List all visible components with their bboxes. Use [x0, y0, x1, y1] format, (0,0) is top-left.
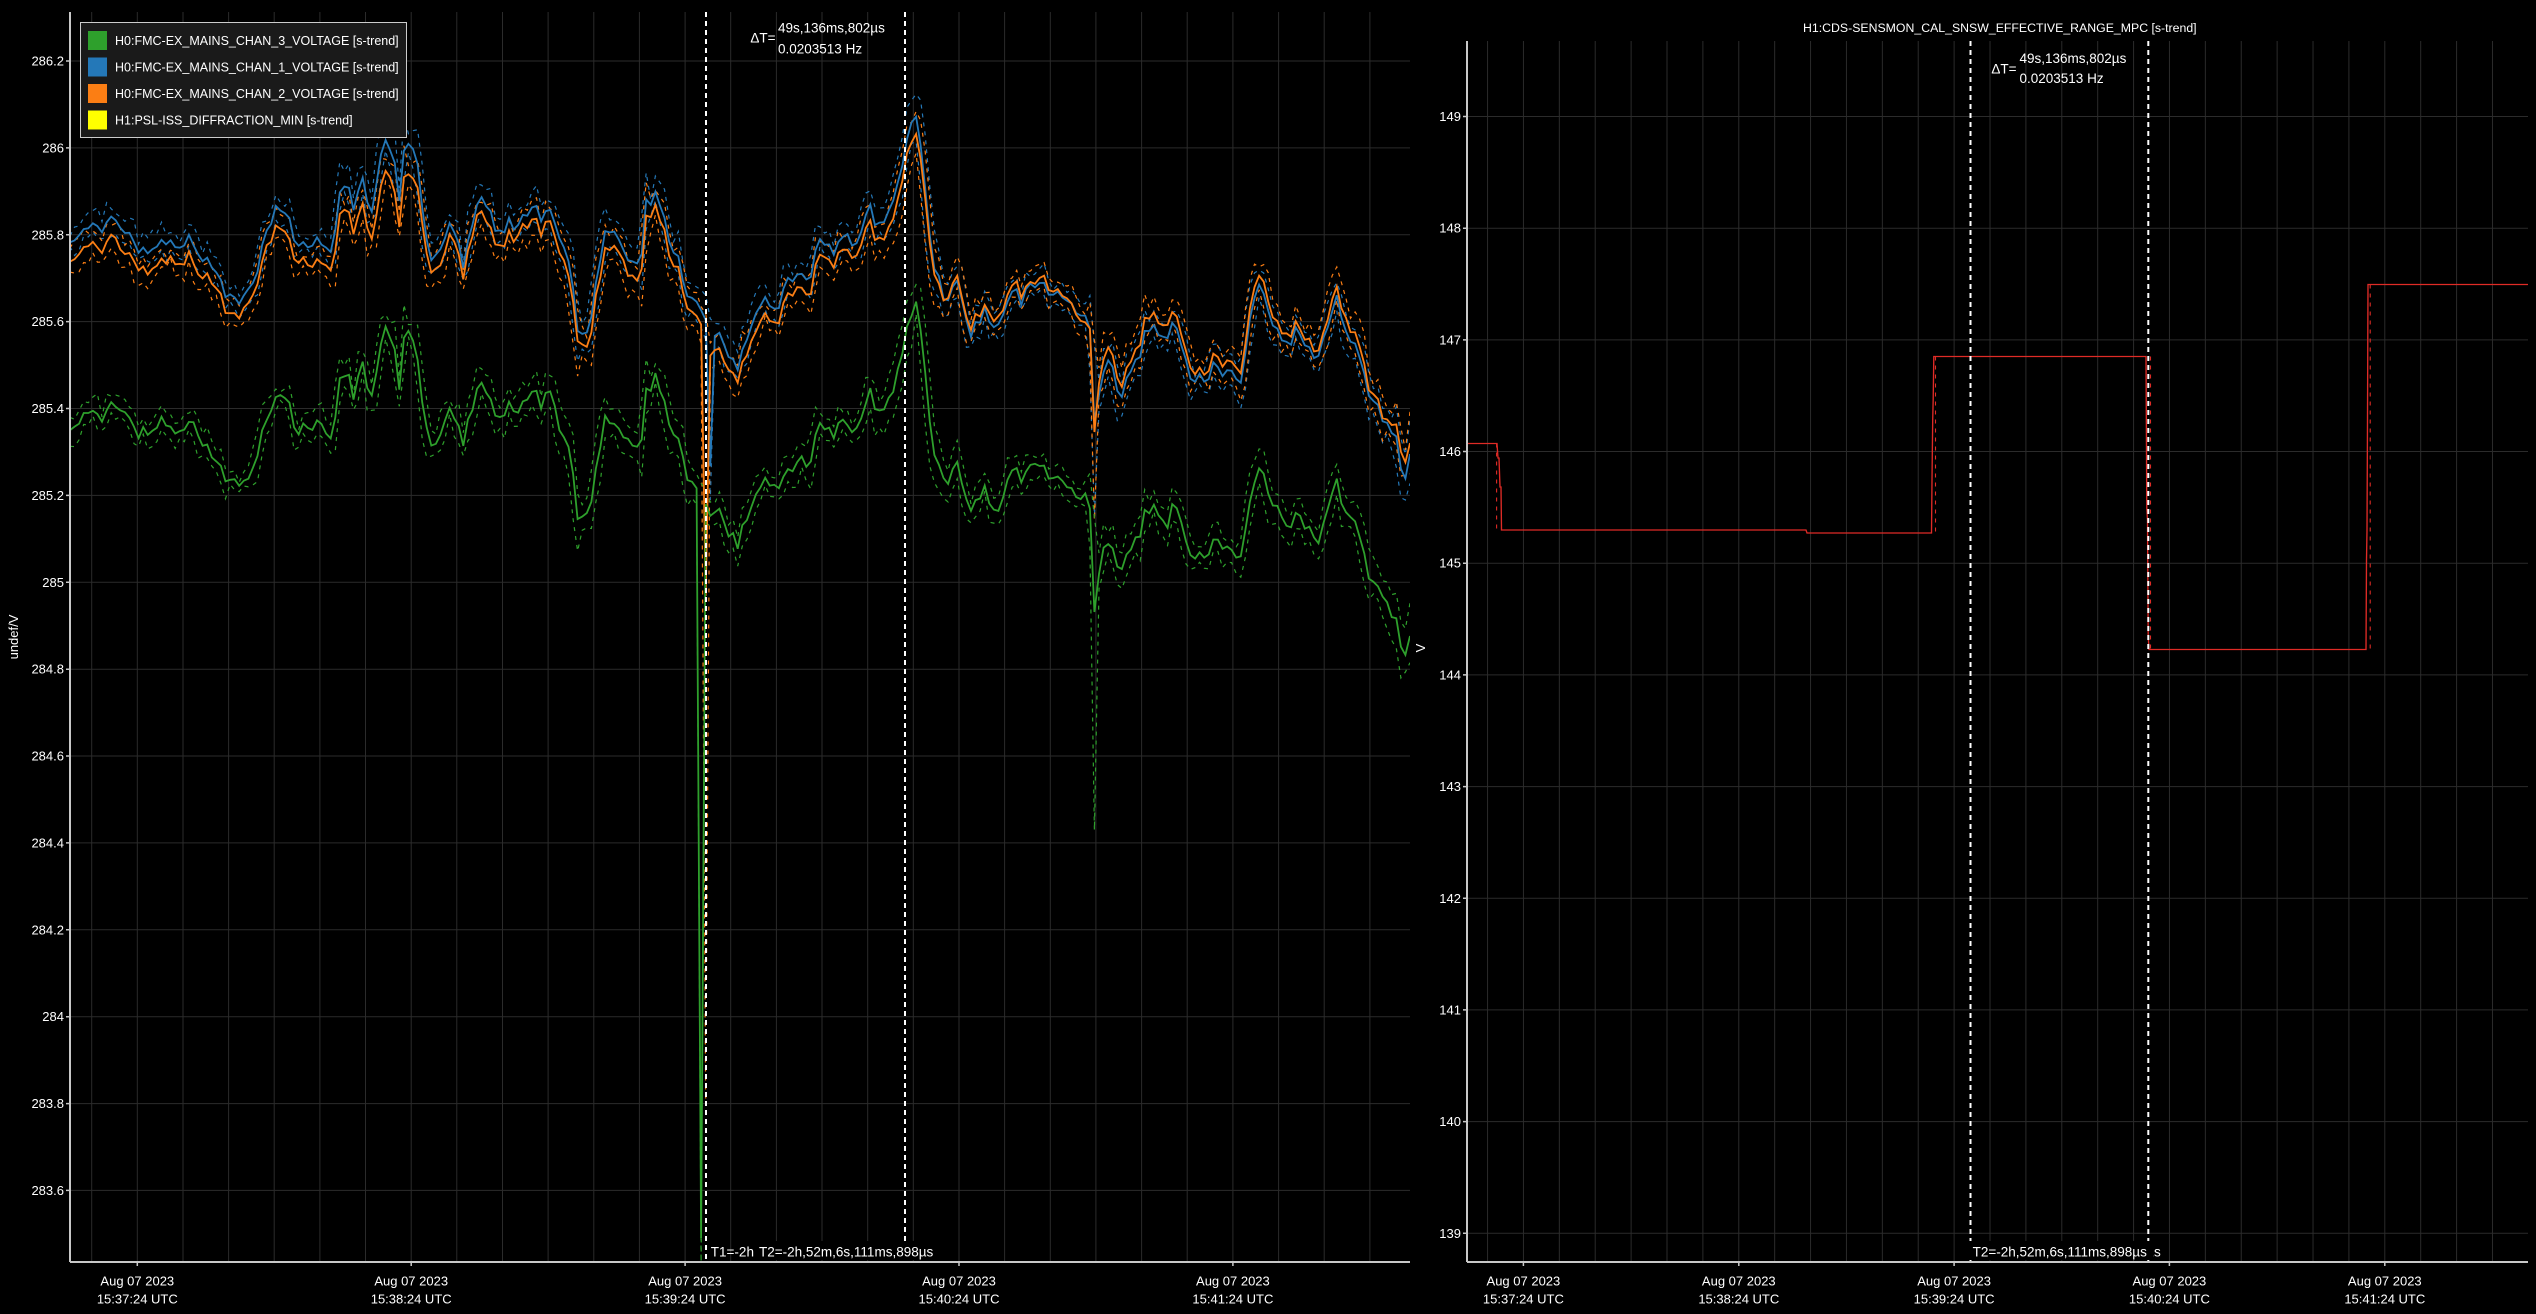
- svg-text:Aug 07 2023: Aug 07 2023: [1487, 1274, 1561, 1289]
- svg-text:146: 146: [1439, 444, 1461, 459]
- svg-text:Aug 07 2023: Aug 07 2023: [1917, 1274, 1991, 1289]
- svg-text:Aug 07 2023: Aug 07 2023: [648, 1274, 722, 1289]
- svg-text:Aug 07 2023: Aug 07 2023: [2348, 1274, 2422, 1289]
- svg-text:H0:FMC-EX_MAINS_CHAN_2_VOLTAGE: H0:FMC-EX_MAINS_CHAN_2_VOLTAGE [s-trend]: [115, 87, 399, 101]
- svg-text:143: 143: [1439, 779, 1461, 794]
- svg-text:ΔT=: ΔT=: [1991, 61, 2016, 76]
- svg-text:49s,136ms,802µs: 49s,136ms,802µs: [2020, 51, 2127, 66]
- svg-text:15:41:24 UTC: 15:41:24 UTC: [1192, 1292, 1273, 1307]
- svg-text:140: 140: [1439, 1114, 1461, 1129]
- svg-text:15:38:24 UTC: 15:38:24 UTC: [371, 1292, 452, 1307]
- svg-text:H1:PSL-ISS_DIFFRACTION_MIN [s-: H1:PSL-ISS_DIFFRACTION_MIN [s-trend]: [115, 114, 353, 128]
- svg-text:286: 286: [42, 140, 64, 155]
- svg-text:Aug 07 2023: Aug 07 2023: [1196, 1274, 1270, 1289]
- svg-text:H0:FMC-EX_MAINS_CHAN_1_VOLTAGE: H0:FMC-EX_MAINS_CHAN_1_VOLTAGE [s-trend]: [115, 61, 399, 75]
- svg-text:Aug 07 2023: Aug 07 2023: [374, 1274, 448, 1289]
- svg-text:15:40:24 UTC: 15:40:24 UTC: [919, 1292, 1000, 1307]
- svg-text:144: 144: [1439, 667, 1461, 682]
- svg-text:283.6: 283.6: [31, 1183, 64, 1198]
- svg-text:undef/V: undef/V: [6, 614, 21, 659]
- svg-text:284.8: 284.8: [31, 662, 64, 677]
- svg-text:15:37:24 UTC: 15:37:24 UTC: [97, 1292, 178, 1307]
- svg-text:147: 147: [1439, 332, 1461, 347]
- svg-text:283.8: 283.8: [31, 1096, 64, 1111]
- svg-text:0.0203513 Hz: 0.0203513 Hz: [2020, 71, 2104, 86]
- svg-text:284.4: 284.4: [31, 835, 64, 850]
- svg-text:286.2: 286.2: [31, 54, 64, 69]
- svg-text:V: V: [1413, 643, 1428, 652]
- svg-text:15:37:24 UTC: 15:37:24 UTC: [1483, 1292, 1564, 1307]
- svg-text:T2=-2h,52m,6s,111ms,898µs: T2=-2h,52m,6s,111ms,898µs: [759, 1244, 933, 1259]
- svg-text:15:40:24 UTC: 15:40:24 UTC: [2129, 1292, 2210, 1307]
- svg-text:141: 141: [1439, 1002, 1461, 1017]
- svg-text:148: 148: [1439, 221, 1461, 236]
- svg-text:285.2: 285.2: [31, 488, 64, 503]
- svg-text:Aug 07 2023: Aug 07 2023: [922, 1274, 996, 1289]
- svg-text:15:41:24 UTC: 15:41:24 UTC: [2344, 1292, 2425, 1307]
- svg-text:139: 139: [1439, 1226, 1461, 1241]
- svg-text:H1:CDS-SENSMON_CAL_SNSW_EFFECT: H1:CDS-SENSMON_CAL_SNSW_EFFECTIVE_RANGE_…: [1803, 21, 2197, 35]
- svg-text:ΔT=: ΔT=: [750, 30, 775, 45]
- svg-text:149: 149: [1439, 109, 1461, 124]
- svg-text:285: 285: [42, 575, 64, 590]
- svg-text:284.6: 284.6: [31, 749, 64, 764]
- svg-text:15:39:24 UTC: 15:39:24 UTC: [1914, 1292, 1995, 1307]
- svg-text:T2=-2h,52m,6s,111ms,898µs: T2=-2h,52m,6s,111ms,898µs: [1973, 1244, 2147, 1259]
- svg-text:15:39:24 UTC: 15:39:24 UTC: [645, 1292, 726, 1307]
- svg-text:145: 145: [1439, 556, 1461, 571]
- svg-text:H0:FMC-EX_MAINS_CHAN_3_VOLTAGE: H0:FMC-EX_MAINS_CHAN_3_VOLTAGE [s-trend]: [115, 34, 399, 48]
- svg-text:142: 142: [1439, 891, 1461, 906]
- svg-text:284: 284: [42, 1009, 64, 1024]
- svg-text:284.2: 284.2: [31, 922, 64, 937]
- svg-text:15:38:24 UTC: 15:38:24 UTC: [1698, 1292, 1779, 1307]
- svg-text:49s,136ms,802µs: 49s,136ms,802µs: [778, 20, 885, 35]
- svg-text:285.6: 285.6: [31, 314, 64, 329]
- svg-text:Aug 07 2023: Aug 07 2023: [1702, 1274, 1776, 1289]
- svg-text:285.8: 285.8: [31, 227, 64, 242]
- svg-text:Aug 07 2023: Aug 07 2023: [2133, 1274, 2207, 1289]
- svg-text:Aug 07 2023: Aug 07 2023: [100, 1274, 174, 1289]
- svg-text:285.4: 285.4: [31, 401, 64, 416]
- svg-text:0.0203513 Hz: 0.0203513 Hz: [778, 42, 862, 57]
